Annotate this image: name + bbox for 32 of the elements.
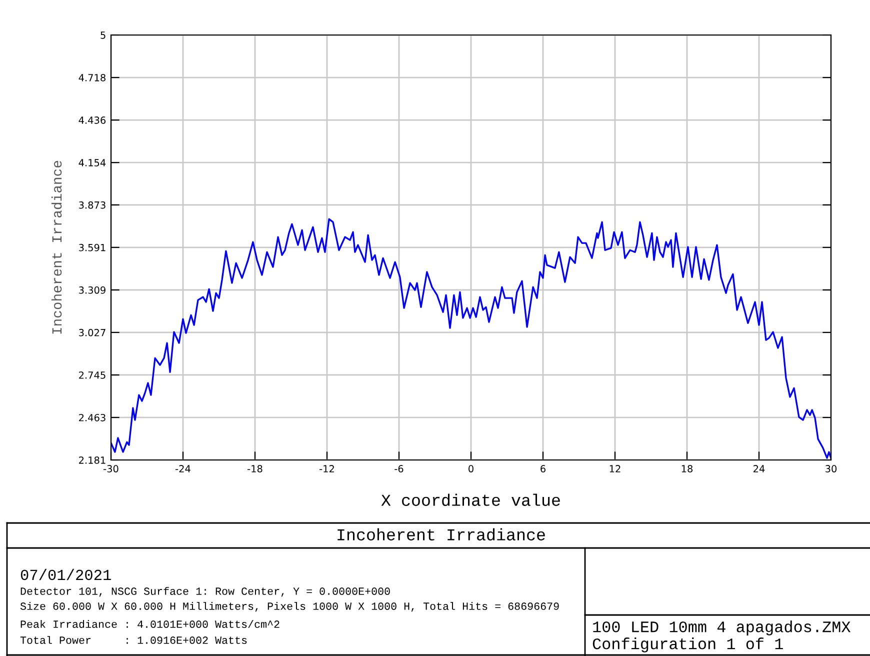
text: 100 LED 10mm 4 apagados.ZMX [593,620,851,636]
x-tick-label: -12 [320,465,334,472]
y-tick-label: 2.463 [79,414,106,422]
y-tick-label: 3.873 [79,201,106,209]
text: Size 60.000 W X 60.000 H Millimeters, Pixels 1000 W X 1000 H, Total Hits = 68696679 [20,602,559,612]
y-tick-label: 3.591 [79,244,106,252]
text: Incoherent Irradiance [338,528,545,541]
y-tick-label: 4.718 [78,74,106,82]
x-tick-label: -6 [394,465,404,472]
text: Configuration 1 of 1 [592,638,783,652]
x-tick-label: 12 [610,465,620,472]
x-tick-label: 6 [540,465,546,472]
x-tick-label: -24 [176,465,190,472]
x-tick-label: -30 [104,465,118,472]
x-tick-label: 0 [468,465,474,472]
text: Peak Irradiance : 4.0101E+000 Watts/cm^2 [20,620,280,628]
y-axis-title: Incoherent Irradiance [51,160,62,334]
y-tick-label: 4.154 [78,159,106,166]
x-tick-label: 30 [826,465,837,472]
text: Detector 101, NSCG Surface 1: Row Center, Y = 0.0000E+000 [20,586,390,597]
text: Total Power : 1.0916E+002 Watts [20,636,247,644]
y-tick-label: 4.436 [78,116,106,124]
x-tick-label: 18 [682,465,693,472]
x-tick-label: -18 [248,465,262,472]
x-tick-label: 24 [754,465,765,472]
y-tick-label: 3.309 [79,286,106,294]
x-axis-title: X coordinate value [381,494,560,506]
text: 07/01/2021 [20,568,111,580]
y-tick-label: 2.181 [79,456,106,464]
y-tick-label: 5 [100,32,106,39]
y-tick-label: 3.027 [79,328,106,336]
y-tick-label: 2.745 [79,371,106,379]
